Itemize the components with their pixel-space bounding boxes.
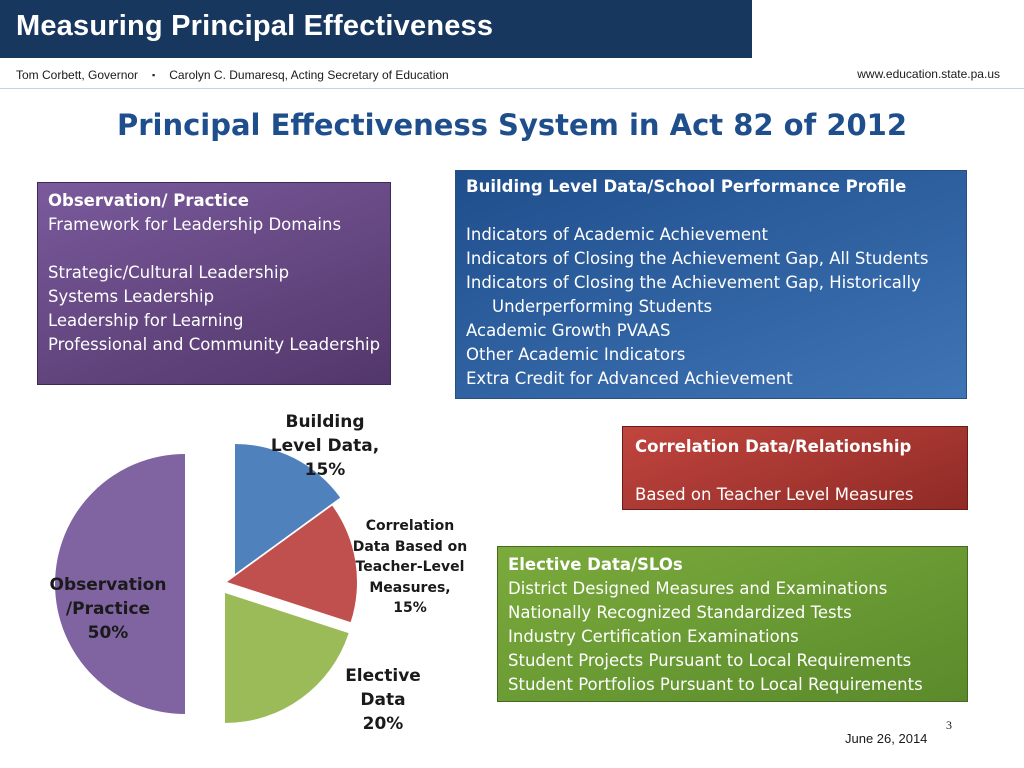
pie-label-line: Data Based on	[352, 538, 468, 555]
pie-label-line: Observation	[49, 575, 167, 595]
governor-text: Tom Corbett, Governor	[16, 68, 139, 82]
pie-label-line: 15%	[304, 460, 346, 480]
observation-item: Leadership for Learning	[48, 311, 244, 330]
observation-item: Professional and Community Leadership	[48, 335, 381, 354]
spacer	[48, 237, 380, 261]
pie-slice-building	[235, 444, 341, 574]
elective-box: Elective Data/SLOs District Designed Mea…	[497, 546, 968, 702]
observation-box: Observation/ Practice Framework for Lead…	[37, 182, 391, 385]
elective-item: Student Portfolios Pursuant to Local Req…	[508, 675, 923, 694]
pie-label-observation: Observation /Practice 50%	[48, 573, 168, 645]
pie-label-line: /Practice	[65, 599, 151, 619]
pie-slice-correlation	[227, 505, 358, 623]
slide-header-title: Measuring Principal Effectiveness	[16, 10, 494, 42]
building-data-box: Building Level Data/School Performance P…	[455, 170, 967, 399]
pie-label-line: Level Data,	[270, 436, 380, 456]
pie-slice-elective	[225, 593, 349, 723]
building-item: Underperforming Students	[492, 297, 713, 316]
secretary-text: Carolyn C. Dumaresq, Acting Secretary of…	[169, 68, 449, 82]
pie-slice-observation	[55, 454, 185, 714]
pie-label-elective: Elective Data 20%	[318, 664, 448, 736]
pie-label-line: 20%	[362, 714, 404, 734]
elective-item: Industry Certification Examinations	[508, 627, 799, 646]
pie-label-line: Building	[285, 412, 365, 432]
pie-label-line: 50%	[87, 623, 129, 643]
pie-label-building: Building Level Data, 15%	[255, 410, 395, 482]
website-url: www.education.state.pa.us	[857, 67, 1000, 81]
pie-chart	[55, 444, 358, 723]
elective-item: Nationally Recognized Standardized Tests	[508, 603, 852, 622]
slide-date: June 26, 2014	[845, 731, 928, 746]
observation-heading: Observation/ Practice	[48, 191, 249, 210]
slide-title: Principal Effectiveness System in Act 82…	[116, 108, 908, 142]
title-bar: Measuring Principal Effectiveness	[0, 0, 752, 58]
building-item: Indicators of Academic Achievement	[466, 225, 769, 244]
pie-label-line: 15%	[393, 600, 427, 616]
building-item: Academic Growth PVAAS	[466, 321, 671, 340]
elective-heading: Elective Data/SLOs	[508, 555, 683, 574]
pie-label-line: Elective	[345, 666, 421, 686]
pie-label-correlation: Correlation Data Based on Teacher-Level …	[340, 516, 480, 619]
building-item: Other Academic Indicators	[466, 345, 686, 364]
building-item: Indicators of Closing the Achievement Ga…	[466, 273, 921, 292]
pie-label-line: Data	[360, 690, 406, 710]
pie-label-line: Correlation	[365, 518, 455, 534]
bullet-icon: ▪	[152, 70, 156, 80]
header-strip: Tom Corbett, Governor ▪ Carolyn C. Dumares…	[0, 58, 1024, 89]
correlation-subheading: Based on Teacher Level Measures	[635, 485, 914, 504]
pie-slices	[55, 444, 358, 723]
elective-item: District Designed Measures and Examinati…	[508, 579, 888, 598]
observation-item: Strategic/Cultural Leadership	[48, 263, 290, 282]
elective-item: Student Projects Pursuant to Local Requi…	[508, 651, 912, 670]
correlation-box: Correlation Data/Relationship Based on T…	[622, 426, 968, 510]
spacer	[466, 199, 956, 223]
building-heading: Building Level Data/School Performance P…	[466, 177, 907, 196]
page-number: 3	[946, 718, 952, 732]
building-item: Indicators of Closing the Achievement Ga…	[466, 249, 929, 268]
header-credits: Tom Corbett, Governor ▪ Carolyn C. Dumares…	[16, 68, 449, 82]
observation-subheading: Framework for Leadership Domains	[48, 215, 342, 234]
spacer	[635, 459, 955, 483]
correlation-heading: Correlation Data/Relationship	[635, 437, 912, 456]
pie-label-line: Teacher-Level	[355, 559, 465, 575]
pie-label-line: Measures,	[369, 579, 451, 596]
building-item: Extra Credit for Advanced Achievement	[466, 369, 793, 388]
observation-item: Systems Leadership	[48, 287, 215, 306]
